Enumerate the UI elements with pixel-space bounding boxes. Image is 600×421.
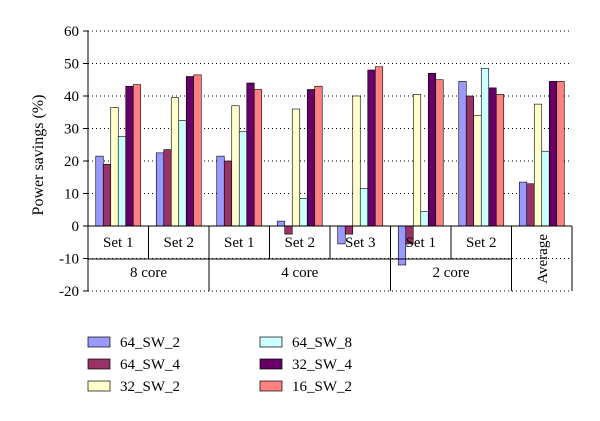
bar-32-sw-2: [412, 94, 422, 227]
legend: 64_SW_2 64_SW_4 32_SW_2 64_SW_8 32_SW_4 16_SW…: [87, 335, 353, 395]
legend-label: 64_SW_8: [292, 335, 352, 351]
y-tick-label: 60: [64, 24, 79, 40]
bar-64-sw-4: [284, 225, 293, 235]
bar-16-sw-2: [435, 79, 444, 227]
legend-swatch: [87, 358, 111, 370]
y-tick-label: 30: [64, 122, 79, 138]
bar-32-sw-4: [185, 76, 195, 227]
category-label: Set 2: [164, 235, 194, 251]
bar-32-sw-4: [488, 87, 497, 227]
legend-swatch: [259, 336, 283, 348]
y-tick-label: 50: [64, 57, 79, 73]
bar-16-sw-2: [374, 66, 384, 227]
bar-64-sw-4: [465, 95, 475, 227]
bar-32-sw-4: [125, 85, 134, 227]
category-label: Set 2: [466, 235, 496, 251]
bar-64-sw-4: [344, 225, 354, 235]
y-tick-label: 20: [64, 154, 79, 170]
y-tick-label: -10: [59, 252, 79, 268]
y-tick-labels: -20 -10 0 10 20 30 40 50 60: [59, 24, 79, 300]
y-tick-label: -20: [59, 284, 79, 300]
bar-64-sw-8: [178, 120, 187, 227]
bar-64-sw-2: [458, 81, 467, 227]
category-label: Set 1: [406, 235, 436, 251]
group-label: 2 core: [432, 265, 469, 281]
bar-32-sw-2: [533, 103, 543, 227]
legend-swatch: [259, 380, 283, 392]
category-label: Set 1: [103, 235, 133, 251]
bar-64-sw-4: [223, 160, 233, 227]
group-label: 4 core: [281, 265, 318, 281]
bar-32-sw-4: [367, 69, 376, 227]
bar-64-sw-8: [299, 198, 308, 227]
category-label: Set 1: [224, 235, 254, 251]
bar-32-sw-2: [291, 108, 301, 227]
bar-64-sw-8: [238, 131, 248, 227]
y-tick-label: 40: [64, 89, 79, 105]
group-label: 8 core: [130, 265, 167, 281]
legend-label: 32_SW_4: [292, 357, 353, 373]
legend-swatch: [87, 380, 111, 392]
bar-32-sw-2: [231, 105, 240, 227]
y-tick-label: 10: [64, 187, 79, 203]
legend-swatch: [259, 358, 283, 370]
bar-32-sw-2: [352, 95, 361, 227]
bar-64-sw-8: [117, 136, 127, 227]
bar-64-sw-4: [102, 163, 112, 227]
bar-16-sw-2: [495, 94, 505, 227]
bar-16-sw-2: [556, 81, 565, 227]
bar-64-sw-2: [155, 152, 165, 227]
bar-64-sw-8: [420, 211, 429, 227]
legend-label: 64_SW_4: [120, 357, 181, 373]
bar-64-sw-2: [216, 155, 225, 227]
bars: [95, 66, 565, 266]
axes: [83, 30, 573, 292]
category-label: Set 2: [285, 235, 315, 251]
bar-32-sw-4: [427, 72, 437, 227]
bar-16-sw-2: [253, 89, 263, 227]
bar-64-sw-8: [541, 150, 550, 227]
bar-16-sw-2: [314, 85, 323, 227]
bar-32-sw-4: [548, 81, 558, 227]
category-label: Average: [535, 234, 551, 284]
bar-64-sw-2: [518, 181, 528, 227]
bar-64-sw-8: [359, 188, 369, 227]
bar-64-sw-8: [480, 68, 490, 227]
y-tick-label: 0: [72, 219, 80, 235]
bar-16-sw-2: [193, 74, 202, 227]
bar-64-sw-4: [526, 183, 535, 227]
bar-32-sw-4: [246, 82, 255, 227]
legend-label: 16_SW_2: [292, 379, 352, 395]
legend-label: 32_SW_2: [120, 379, 180, 395]
bar-64-sw-2: [95, 155, 104, 227]
bar-32-sw-2: [170, 97, 180, 227]
bar-64-sw-4: [163, 149, 172, 227]
legend-label: 64_SW_2: [120, 335, 180, 351]
bar-32-sw-2: [110, 107, 119, 227]
bar-32-sw-4: [306, 89, 316, 227]
bar-64-sw-2: [276, 220, 286, 227]
category-label: Set 3: [345, 235, 375, 251]
legend-swatch: [87, 336, 111, 348]
category-labels: Set 1 Set 2 Set 1 Set 2 Set 3 Set 1 Set 2 Avera…: [103, 234, 551, 284]
bar-16-sw-2: [132, 84, 142, 227]
bar-32-sw-2: [473, 115, 482, 227]
y-axis-label: Power savings (%): [30, 95, 47, 216]
